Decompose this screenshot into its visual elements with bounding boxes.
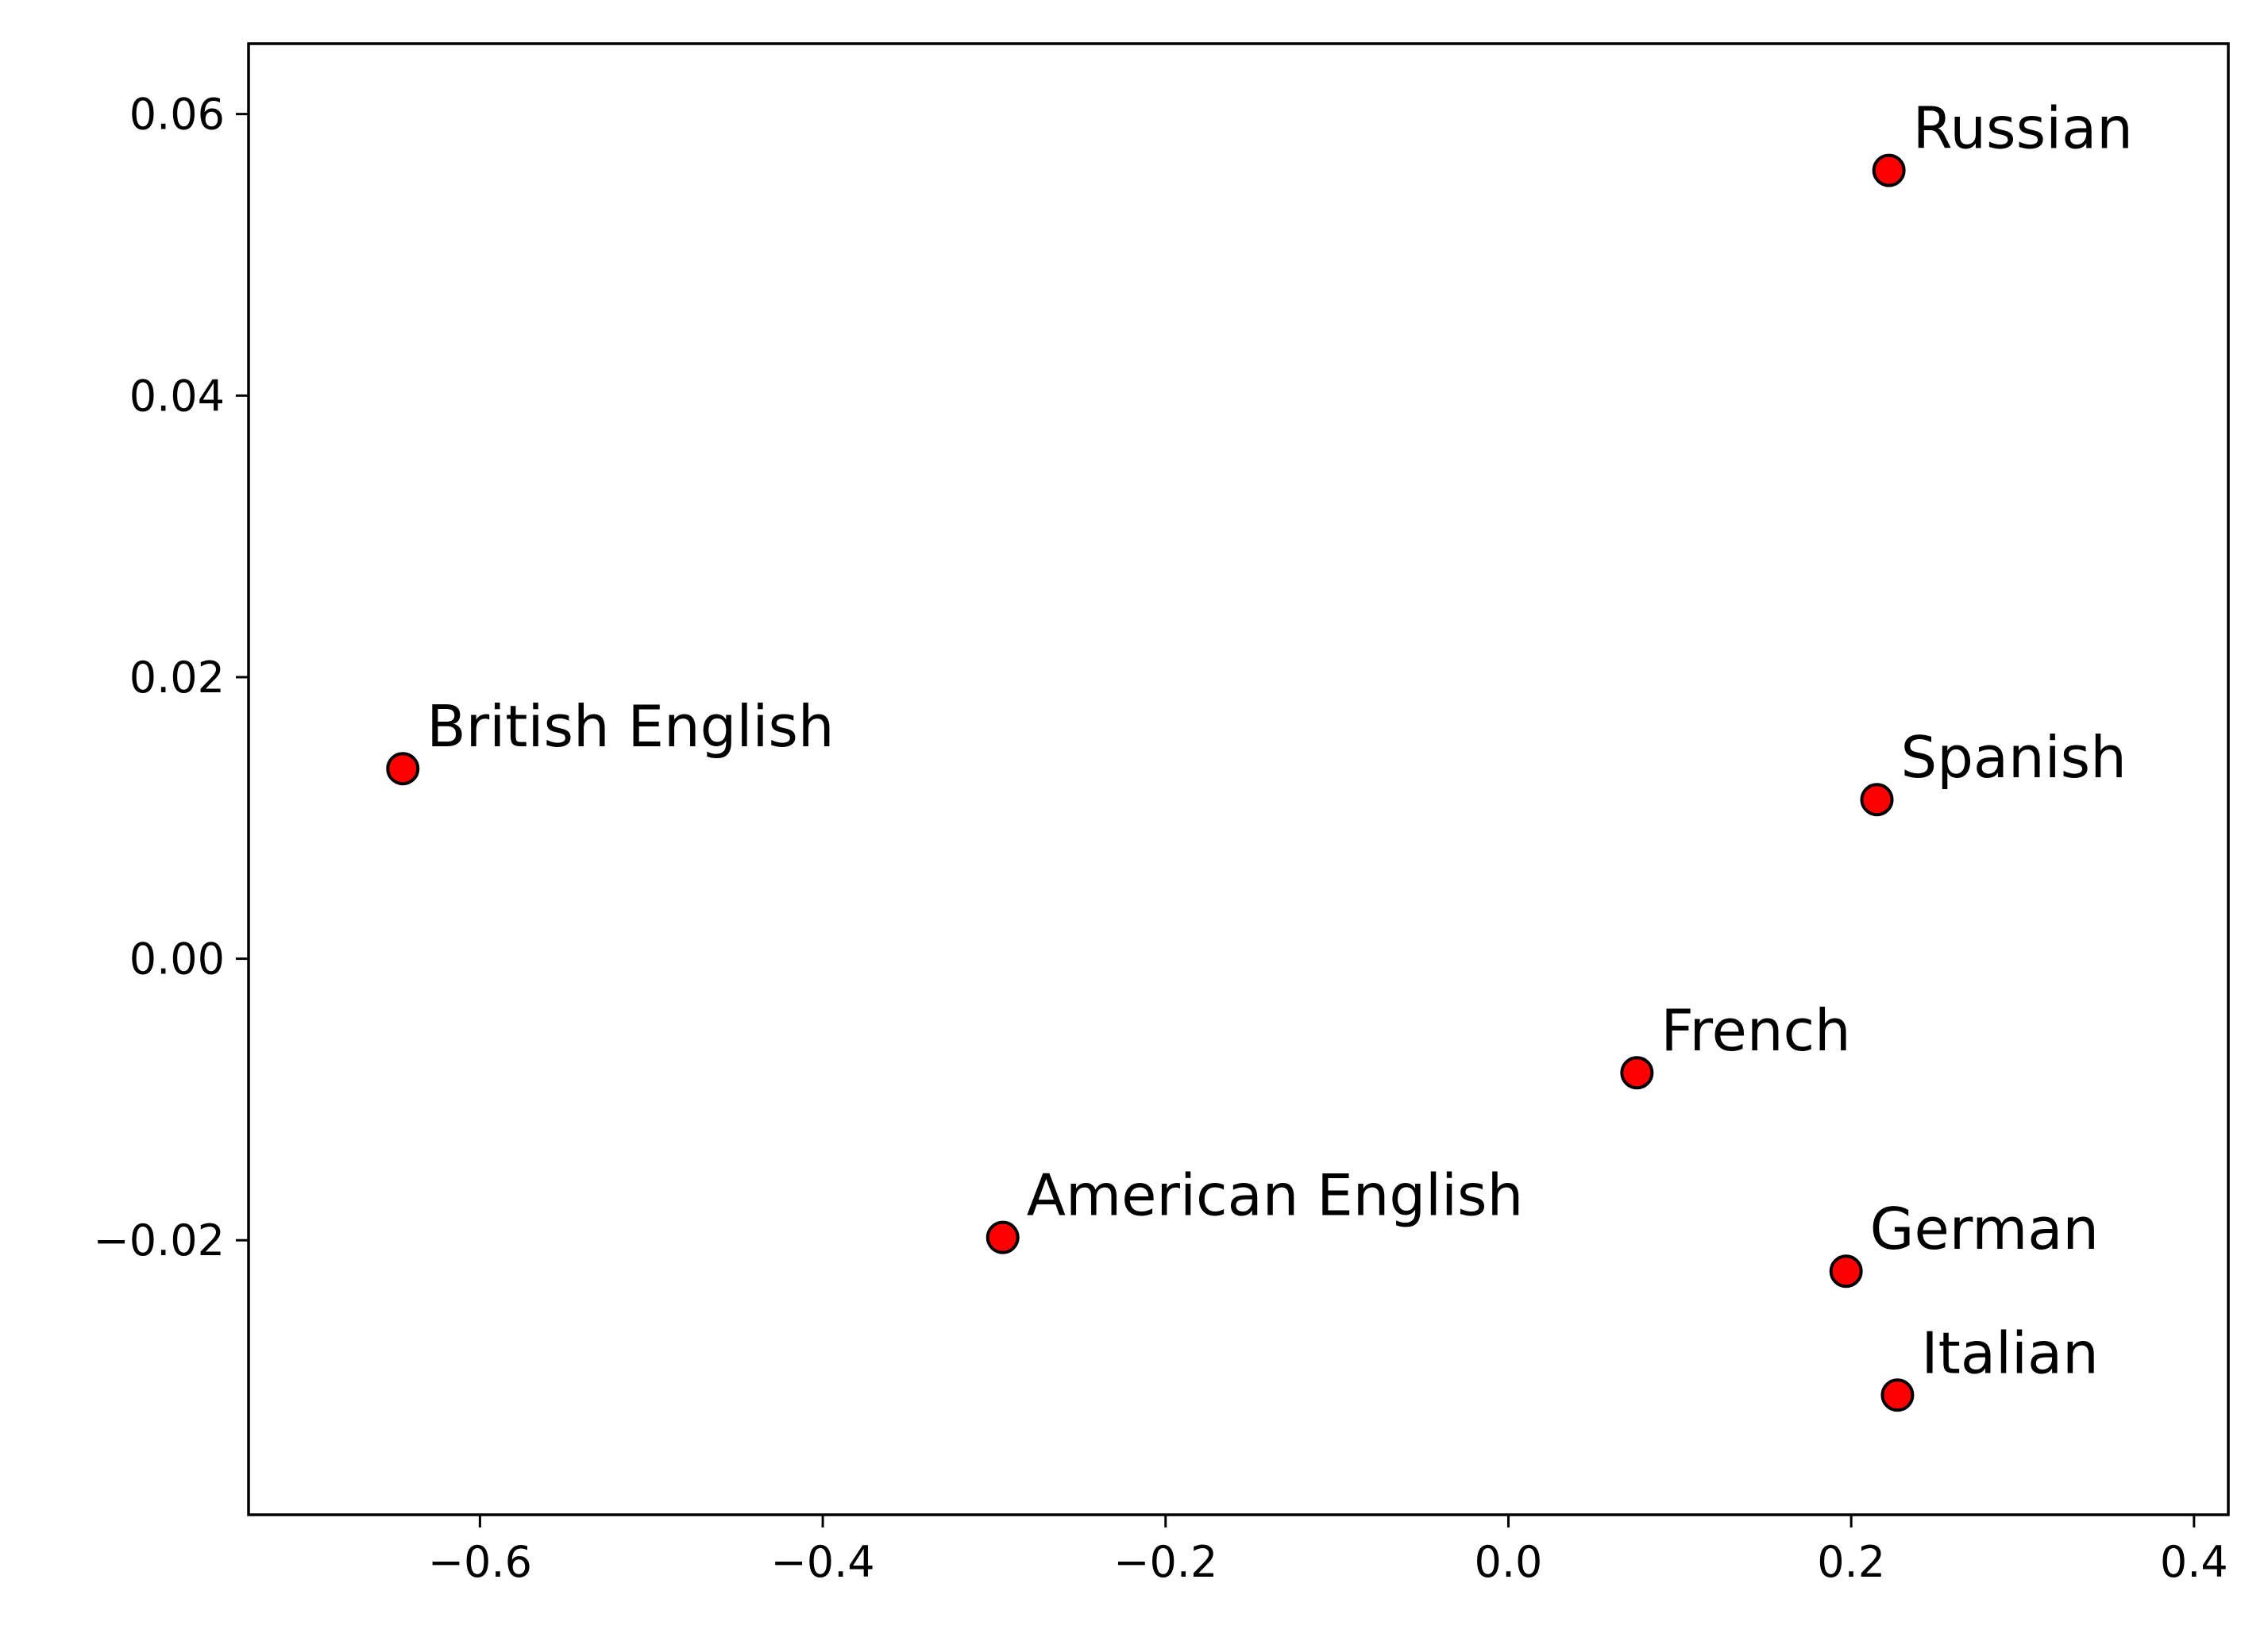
point-label: Italian: [1921, 1319, 2098, 1386]
data-point: [1860, 783, 1894, 817]
y-tick-label: 0.02: [129, 653, 225, 703]
point-label: French: [1660, 997, 1850, 1064]
plot-frame: [247, 42, 2230, 1516]
x-tick-label: −0.6: [428, 1537, 532, 1587]
point-label: British English: [426, 693, 834, 760]
point-label: American English: [1027, 1162, 1524, 1229]
point-label: Spanish: [1901, 724, 2127, 791]
data-point: [1620, 1056, 1654, 1090]
data-point: [386, 752, 420, 786]
point-labels: Russian British English Spanish French Ameri…: [426, 95, 2133, 1387]
data-point: [1872, 153, 1906, 187]
y-tick-label: −0.02: [94, 1215, 225, 1265]
point-label: Russian: [1913, 95, 2133, 162]
x-tick-label: −0.4: [771, 1537, 875, 1587]
data-point: [1829, 1254, 1863, 1289]
data-point: [1880, 1378, 1915, 1412]
x-tick-label: 0.0: [1475, 1537, 1543, 1587]
axis-ticks: −0.6 −0.4 −0.2 0.0 0.2 0.4 0.06 0.04 0.02 0.00 −0.…: [94, 90, 2228, 1587]
x-tick-label: 0.4: [2160, 1537, 2228, 1587]
y-tick-label: 0.00: [129, 934, 225, 984]
x-tick-label: −0.2: [1113, 1537, 1217, 1587]
point-label: German: [1870, 1196, 2099, 1262]
x-tick-label: 0.2: [1817, 1537, 1885, 1587]
data-point: [986, 1220, 1020, 1254]
data-points: [386, 153, 1915, 1412]
y-tick-label: 0.04: [129, 371, 225, 421]
y-tick-label: 0.06: [129, 90, 225, 140]
